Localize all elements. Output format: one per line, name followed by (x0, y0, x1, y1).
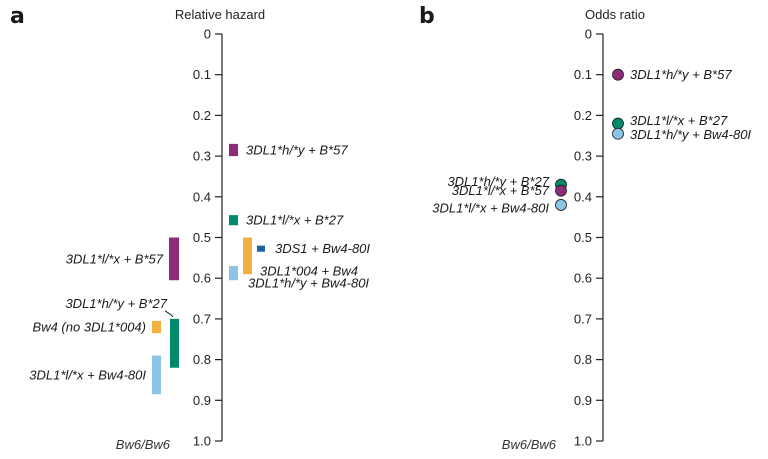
panel-b-tick-label: 0.2 (574, 108, 592, 123)
point-label: 3DL1*l/*x + B*57 (452, 183, 550, 198)
range-bar (152, 320, 161, 334)
point-label: 3DL1*h/*y + B*57 (630, 67, 732, 82)
panel-b-tick-label: 0.5 (574, 230, 592, 245)
range-bar (169, 237, 179, 281)
panel-a-reference-label: Bw6/Bw6 (116, 437, 171, 452)
panel-a-tick-label: 0.3 (193, 149, 211, 164)
panel-a-tick-label: 0.4 (193, 189, 211, 204)
panel-a: a Relative hazard Bw6/Bw6 0 0.1 0.2 0.3 0.4 0… (10, 4, 370, 452)
panel-a-title: Relative hazard (175, 7, 265, 22)
point-label: 3DL1*h/*y + Bw4-80I (630, 127, 751, 142)
range-label: Bw4 (no 3DL1*004) (33, 320, 146, 335)
point-label: 3DL1*l/*x + Bw4-80I (432, 200, 549, 215)
panel-a-letter: a (10, 4, 25, 29)
panel-b-tick-label: 0.3 (574, 149, 592, 164)
panel-b-tick-label: 0.9 (574, 393, 592, 408)
odds-point (612, 117, 624, 130)
panel-b-tick-label: 0 (585, 27, 592, 42)
range-label: 3DL1*l/*x + B*57 (66, 251, 164, 266)
odds-point (555, 199, 567, 211)
panel-b-tick-label: 0.4 (574, 189, 592, 204)
panel-b-tick-label: 0.8 (574, 352, 592, 367)
panel-a-tick-label: 0.6 (193, 271, 211, 286)
panel-a-tick-label: 1.0 (193, 434, 211, 449)
panel-a-tick-label: 0.1 (193, 67, 211, 82)
range-bar (170, 318, 179, 368)
label-leader-line (164, 310, 174, 318)
panel-b: b Odds ratio Bw6/Bw6 0 0.1 0.2 0.3 0.4 0.5 0.6… (419, 4, 751, 452)
panel-b-title: Odds ratio (585, 7, 645, 22)
range-bar (152, 355, 161, 395)
range-bar (243, 237, 252, 275)
range-label: 3DL1*004 + Bw4 (260, 263, 358, 278)
range-label: 3DS1 + Bw4-80I (275, 241, 370, 256)
panel-a-tick-label: 0.7 (193, 311, 211, 326)
range-bar (229, 265, 238, 281)
point-label: 3DL1*h/*y + B*27 (447, 174, 549, 189)
range-bar (229, 215, 238, 226)
panel-b-tick-label: 0.7 (574, 311, 592, 326)
odds-point (555, 184, 567, 197)
panel-b-tick-label: 0.1 (574, 67, 592, 82)
panel-a-tick-label: 0 (204, 27, 211, 42)
range-label: 3DL1*h/*y + B*27 (65, 296, 167, 311)
range-bar (257, 245, 265, 252)
panel-a-tick-label: 0.8 (193, 352, 211, 367)
panel-b-tick-label: 0.6 (574, 271, 592, 286)
panel-b-reference-label: Bw6/Bw6 (502, 437, 557, 452)
panel-b-tick-label: 1.0 (574, 434, 592, 449)
panel-b-letter: b (419, 4, 435, 29)
range-bar (229, 143, 238, 157)
range-label: 3DL1*h/*y + Bw4-80I (248, 276, 369, 291)
range-label: 3DL1*l/*x + B*27 (246, 213, 344, 228)
range-label: 3DL1*h/*y + B*57 (246, 142, 348, 157)
panel-a-tick-label: 0.9 (193, 393, 211, 408)
odds-point (612, 68, 624, 81)
panel-a-tick-label: 0.2 (193, 108, 211, 123)
range-label: 3DL1*l/*x + Bw4-80I (29, 367, 146, 382)
odds-point (612, 127, 624, 140)
panel-a-tick-label: 0.5 (193, 230, 211, 245)
point-label: 3DL1*l/*x + B*27 (630, 113, 728, 128)
